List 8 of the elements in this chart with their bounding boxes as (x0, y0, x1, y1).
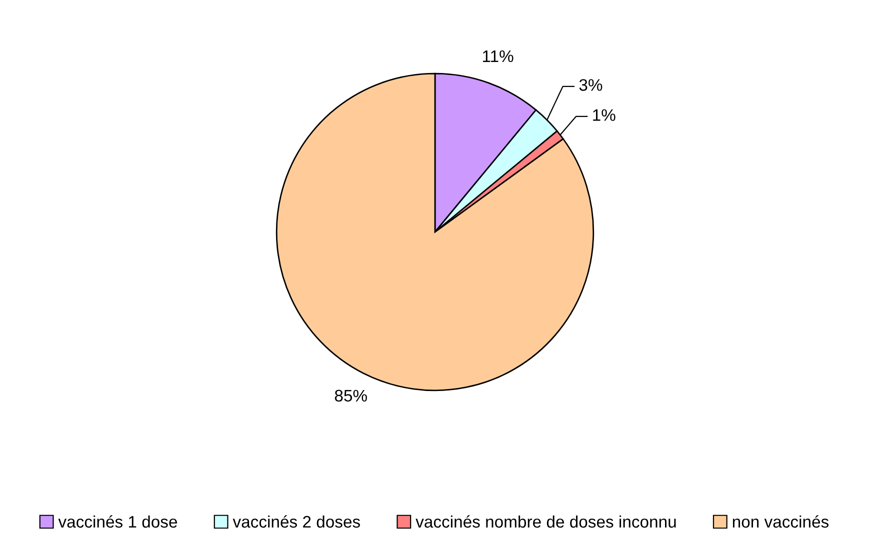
data-label: 85% (334, 390, 367, 402)
legend-label: vaccinés 1 dose (58, 515, 177, 528)
legend-label: vaccinés nombre de doses inconnu (416, 515, 676, 528)
data-label: 1% (593, 109, 616, 121)
legend-label: vaccinés 2 doses (232, 515, 360, 528)
data-label: 11% (482, 50, 514, 62)
legend-label: non vaccinés (732, 515, 829, 528)
data-label: 3% (579, 79, 602, 91)
